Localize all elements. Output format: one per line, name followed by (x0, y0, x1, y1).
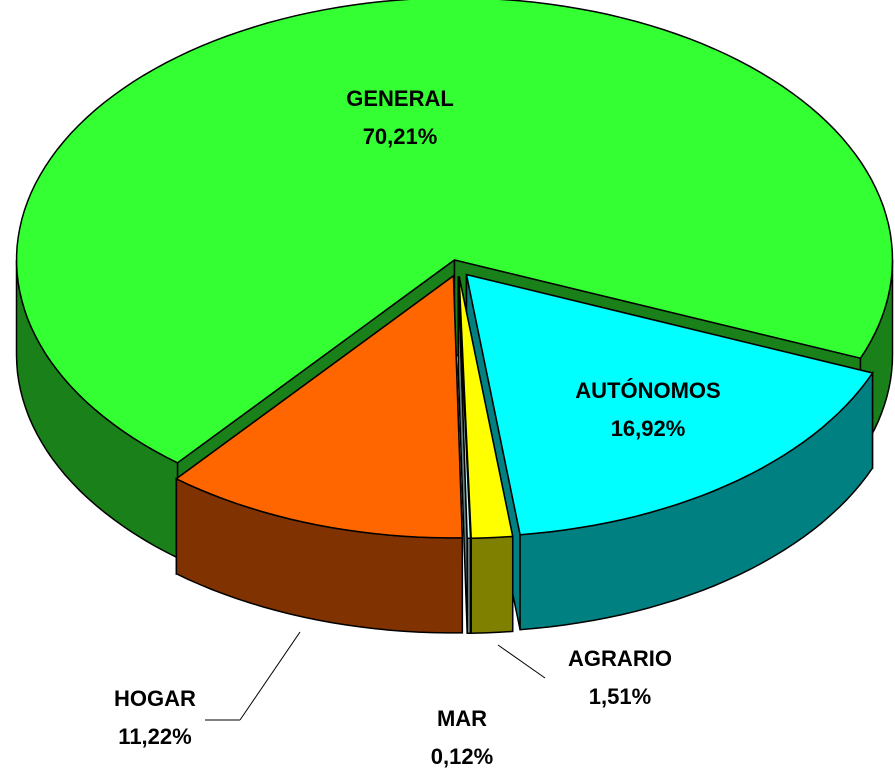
slice-side (466, 537, 472, 635)
value-label: 11,22% (118, 724, 191, 749)
slice (174, 274, 464, 539)
slice (465, 273, 874, 536)
slice-side (470, 535, 514, 634)
leader-line (239, 631, 301, 721)
leader-line (497, 644, 546, 679)
value-label: 70,21% (363, 124, 438, 149)
slice-label: MAR (437, 706, 487, 731)
labels: GENERAL 70,21% AUTÓNOMOS 16,92% AGRARIO 1,51%… (114, 86, 721, 769)
value-label: 1,51% (589, 684, 651, 709)
slice-label: AGRARIO (568, 646, 672, 671)
pie-tops (15, 0, 894, 540)
slice (15, 0, 894, 464)
slice (457, 276, 472, 540)
slice-label: GENERAL (346, 86, 454, 111)
slice-label: HOGAR (114, 686, 196, 711)
value-label: 0,12% (431, 744, 493, 769)
value-label: 16,92% (611, 416, 686, 441)
slice-label: AUTÓNOMOS (575, 378, 720, 403)
